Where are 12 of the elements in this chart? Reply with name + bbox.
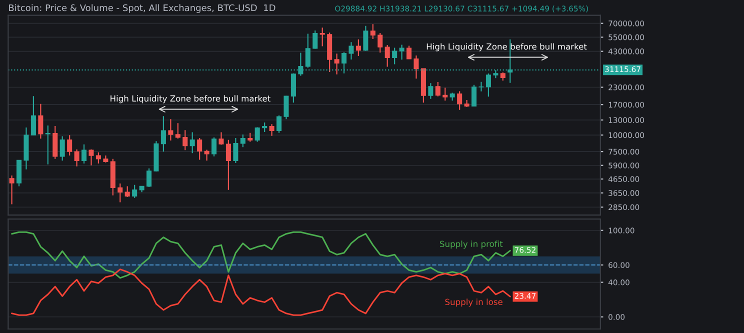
candlestick — [320, 27, 325, 47]
line-series — [11, 268, 511, 316]
series-label: Supply in profit — [440, 240, 503, 249]
candlestick — [478, 81, 484, 92]
candlestick — [45, 125, 50, 165]
candlestick — [96, 152, 101, 164]
line-series — [11, 231, 511, 279]
chart-title: Bitcoin: Price & Volume - Spot, All Exchanges, BTC-USD 1D — [9, 4, 276, 13]
annotation: High Liquidity Zone before bull market — [426, 43, 587, 52]
annotation: High Liquidity Zone before bull market — [110, 95, 270, 104]
series-label: Supply in lose — [445, 298, 502, 307]
candlestick — [175, 122, 180, 140]
